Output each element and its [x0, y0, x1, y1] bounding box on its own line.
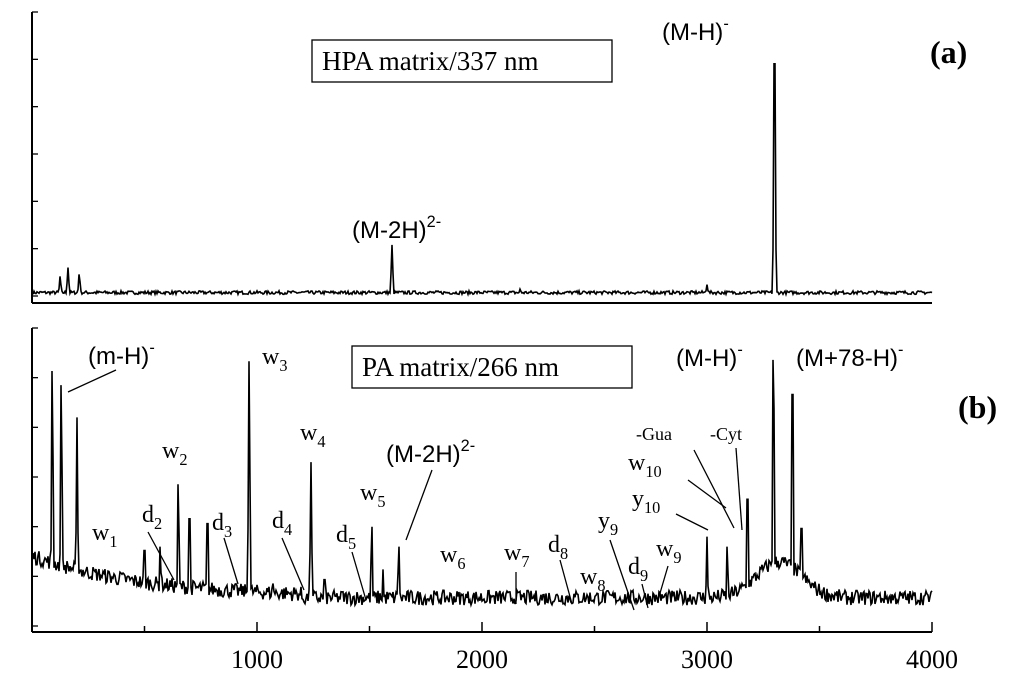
panel-b-legend-box: PA matrix/266 nm [351, 345, 633, 389]
x-tick-label: 1000 [231, 645, 283, 674]
leader-line [67, 369, 117, 393]
panel-a-legend-text: HPA matrix/337 nm [322, 46, 539, 76]
peak-annotation: d3 [212, 510, 232, 541]
peak-annotation: d2 [142, 502, 162, 533]
peak-annotation: d4 [272, 508, 292, 539]
leader-line [687, 479, 727, 509]
panel-a-annotations: (M-2H)2- (M-H)- [352, 15, 729, 244]
x-tick-label: 4000 [906, 645, 958, 674]
panel-a-legend-box: HPA matrix/337 nm [311, 39, 613, 83]
panel-b: 1000 2000 3000 4000 PA matrix/266 nm (b) (m… [31, 327, 997, 674]
peak-annotation: d5 [336, 522, 356, 553]
leader-line [223, 537, 239, 585]
peak-annotation: w5 [360, 480, 386, 511]
peak-annotation: (M-H)- [662, 15, 729, 46]
panel-b-ticks: 1000 2000 3000 4000 [31, 327, 958, 674]
panel-a-label: (a) [930, 34, 967, 70]
peak-annotation: w1 [92, 520, 118, 551]
peak-annotation: d8 [548, 532, 568, 563]
leader-line [351, 551, 367, 601]
leader-line [147, 531, 175, 581]
peak-annotation: w9 [656, 536, 682, 567]
peak-annotation: d9 [628, 554, 648, 585]
panel-a-spectrum-line [32, 63, 933, 298]
panel-b-legend-text: PA matrix/266 nm [362, 352, 559, 382]
peak-annotation: -Cyt [710, 424, 742, 444]
leader-line [609, 539, 635, 611]
leader-line [675, 513, 709, 531]
leader-line [641, 583, 649, 609]
panel-a-y-ticks [32, 11, 38, 297]
leader-line [657, 565, 669, 601]
leader-line [735, 447, 743, 531]
panel-b-spectrum-line [32, 359, 933, 608]
peak-annotation: (M+78-H)- [796, 341, 903, 372]
peak-annotation: (M-H)- [676, 341, 743, 372]
peak-annotation: y10 [632, 486, 660, 517]
panel-b-label: (b) [958, 389, 997, 425]
leader-line [693, 449, 735, 529]
peak-annotation: w2 [162, 438, 188, 469]
peak-annotation: w6 [440, 542, 466, 573]
peak-annotation: (M-2H)2- [352, 213, 441, 244]
x-tick-label: 3000 [681, 645, 733, 674]
peak-annotation: w3 [262, 344, 288, 375]
peak-annotation: y9 [598, 508, 618, 539]
leader-line [405, 469, 433, 541]
leader-line [559, 559, 573, 605]
peak-annotation: w8 [580, 564, 606, 595]
peak-annotation: (M-2H)2- [386, 437, 475, 468]
peak-annotation: w10 [628, 450, 662, 481]
leader-line [281, 537, 305, 591]
panel-a: HPA matrix/337 nm (a) (M-2H)2- (M-H)- [31, 11, 967, 304]
peak-annotation: -Gua [636, 424, 672, 444]
peak-annotation: w4 [300, 420, 326, 451]
peak-annotation: w7 [504, 540, 530, 571]
peak-annotation: (m-H)- [88, 339, 155, 370]
x-tick-label: 2000 [456, 645, 508, 674]
